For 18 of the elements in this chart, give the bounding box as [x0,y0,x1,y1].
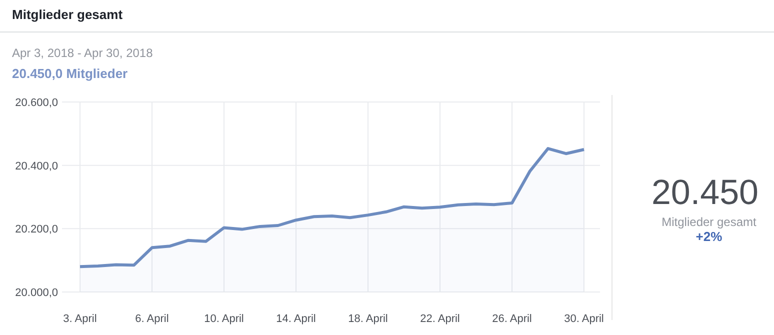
y-tick-label: 20.400,0 [15,160,58,172]
x-tick-label: 10. April [204,313,244,325]
chart-subtitle: Apr 3, 2018 - Apr 30, 2018 [12,46,154,60]
text: +2% [696,229,723,244]
y-tick-label: 20.200,0 [15,224,58,236]
x-tick-label: 18. April [348,313,388,325]
x-tick-label: 26. April [492,313,532,325]
chart-title: Mitglieder gesamt [12,7,124,22]
text: 20.450 [651,173,759,212]
x-tick-label: 3. April [63,313,97,325]
text: 20.450,0 Mitglieder [12,66,128,81]
x-tick-label: 22. April [420,313,460,325]
x-tick-label: 30. April [564,313,604,325]
y-tick-label: 20.600,0 [15,97,58,109]
x-tick-label: 14. April [276,313,316,325]
x-tick-label: 6. April [135,313,169,325]
y-tick-label: 20.000,0 [15,287,58,299]
text: Mitglieder gesamt [662,215,758,229]
